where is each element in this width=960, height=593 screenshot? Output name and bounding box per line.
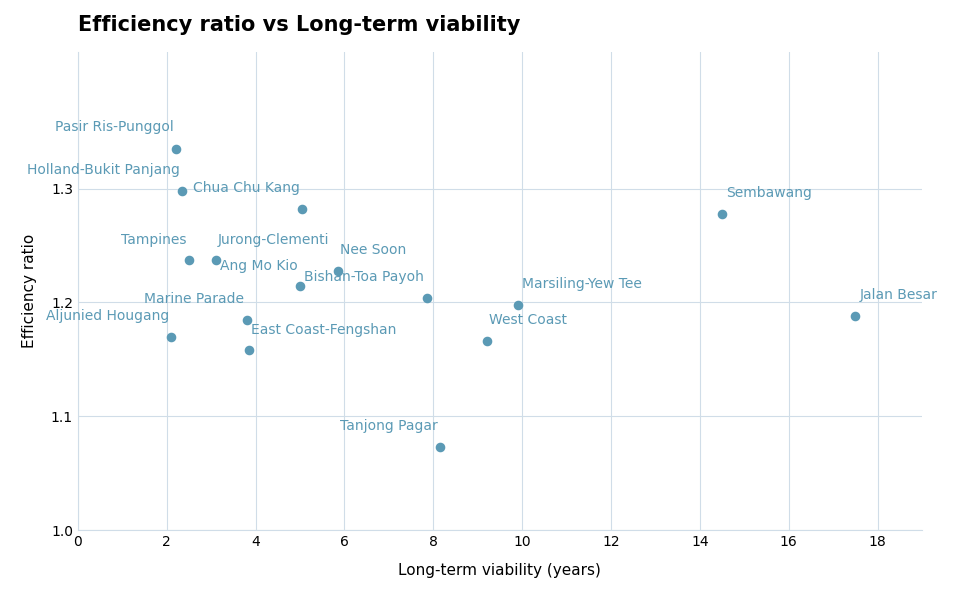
Point xyxy=(208,256,224,265)
Point xyxy=(295,204,310,213)
Point xyxy=(181,256,197,265)
Text: Ang Mo Kio: Ang Mo Kio xyxy=(220,259,298,273)
Text: East Coast-Fengshan: East Coast-Fengshan xyxy=(252,323,396,337)
Text: West Coast: West Coast xyxy=(489,314,566,327)
Text: Holland-Bukit Panjang: Holland-Bukit Panjang xyxy=(27,163,180,177)
Point xyxy=(714,209,730,218)
Point xyxy=(163,332,179,342)
Text: Tanjong Pagar: Tanjong Pagar xyxy=(340,419,438,433)
Text: Sembawang: Sembawang xyxy=(727,186,812,200)
Point xyxy=(241,346,256,355)
Text: Nee Soon: Nee Soon xyxy=(340,243,406,257)
Text: Chua Chu Kang: Chua Chu Kang xyxy=(193,181,300,195)
Text: Bishan-Toa Payoh: Bishan-Toa Payoh xyxy=(304,270,424,284)
Point xyxy=(292,282,307,291)
Point xyxy=(239,315,254,324)
Text: Marine Parade: Marine Parade xyxy=(144,292,245,306)
Text: Jalan Besar: Jalan Besar xyxy=(860,288,938,302)
Text: Marsiling-Yew Tee: Marsiling-Yew Tee xyxy=(522,277,642,291)
Text: Aljunied Hougang: Aljunied Hougang xyxy=(46,309,169,323)
Text: Tampines: Tampines xyxy=(121,232,186,247)
Point xyxy=(479,336,494,346)
Point xyxy=(510,300,525,310)
Point xyxy=(330,266,346,275)
Point xyxy=(432,442,447,452)
Text: Pasir Ris-Punggol: Pasir Ris-Punggol xyxy=(55,120,174,134)
Text: Efficiency ratio vs Long-term viability: Efficiency ratio vs Long-term viability xyxy=(78,15,520,35)
Point xyxy=(848,311,863,321)
Point xyxy=(175,186,190,196)
Y-axis label: Efficiency ratio: Efficiency ratio xyxy=(22,234,36,348)
Point xyxy=(168,144,183,154)
Point xyxy=(419,293,434,302)
X-axis label: Long-term viability (years): Long-term viability (years) xyxy=(398,563,601,578)
Text: Jurong-Clementi: Jurong-Clementi xyxy=(218,232,329,247)
